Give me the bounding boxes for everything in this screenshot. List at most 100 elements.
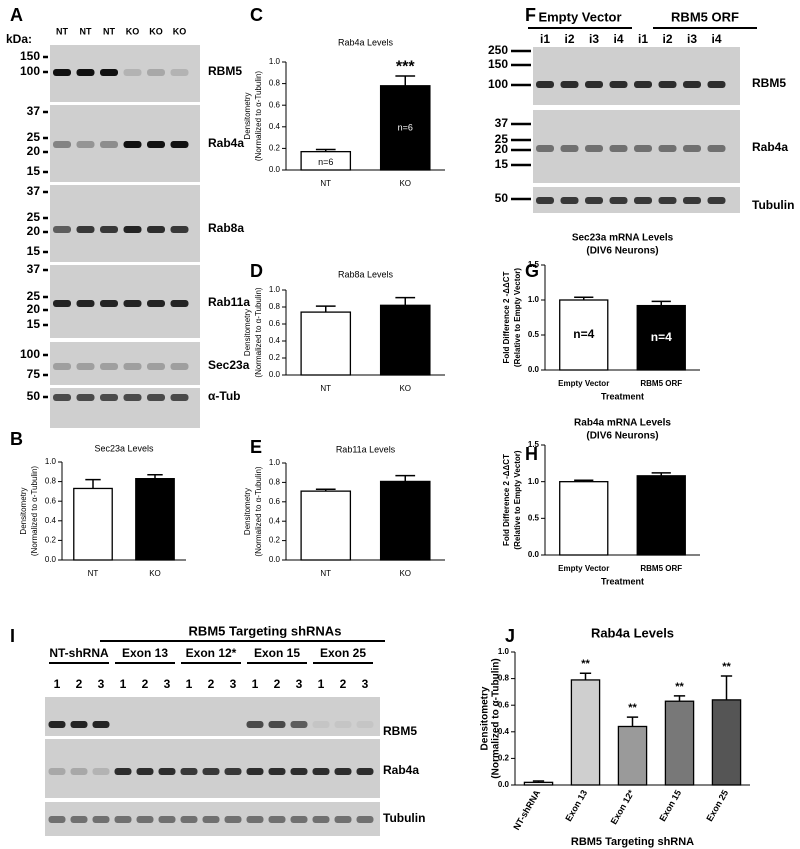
band: [114, 768, 132, 775]
lane-label: NT: [56, 26, 68, 36]
protein-label: Rab8a: [208, 221, 244, 235]
band: [170, 226, 189, 233]
y-tick-label: 1.0: [269, 57, 281, 66]
x-tick-label: Exon 13: [563, 788, 589, 823]
protein-label: Rab4a: [752, 140, 788, 154]
panel-letter: J: [505, 626, 515, 646]
error-bar: [315, 148, 336, 152]
bar: [300, 311, 352, 376]
x-tick-label: KO: [399, 384, 411, 393]
marker-label: 100: [488, 77, 508, 91]
lane-label: 2: [274, 677, 281, 691]
band: [683, 197, 701, 204]
marker-label: 25: [27, 289, 41, 303]
band: [92, 768, 110, 775]
protein-label: RBM5: [752, 76, 786, 90]
band: [202, 816, 220, 823]
band: [683, 81, 701, 88]
band: [123, 226, 142, 233]
x-tick-label: Empty Vector: [558, 379, 609, 388]
x-tick-label: Empty Vector: [558, 564, 609, 573]
y-tick-label: 0.8: [498, 674, 510, 683]
band: [147, 394, 165, 401]
blot-strip: [50, 45, 200, 102]
y-axis-label: Densitometry: [19, 487, 28, 534]
band: [609, 81, 628, 88]
y-tick-label: 0.0: [269, 165, 281, 174]
marker-label: 15: [495, 157, 509, 171]
lane-label: NT: [103, 26, 115, 36]
n-label: n=6: [318, 157, 333, 167]
band: [707, 81, 726, 88]
band: [170, 394, 189, 401]
y-tick-label: 0.6: [269, 319, 281, 328]
chart-title: Rab8a Levels: [338, 269, 394, 279]
band: [658, 145, 677, 152]
band: [147, 363, 165, 370]
lane-label: KO: [173, 26, 187, 36]
lane-label: 1: [120, 677, 127, 691]
group-label: Exon 15: [254, 646, 300, 660]
bar: [617, 725, 648, 786]
band: [114, 816, 132, 823]
n-label: n=4: [651, 330, 672, 344]
lane-label: i1: [540, 32, 550, 46]
lane-label: i4: [613, 32, 623, 46]
y-tick-label: 1.5: [528, 260, 540, 269]
band: [100, 141, 118, 148]
error-bar: [315, 305, 336, 313]
marker-label: 250: [488, 43, 508, 57]
y-axis-label: (Relative to Empty Vector): [513, 450, 522, 549]
y-tick-label: 0.2: [269, 353, 281, 362]
bar: [523, 781, 554, 786]
blot-strip: [50, 185, 200, 262]
x-tick-label: KO: [399, 569, 411, 578]
band: [53, 226, 71, 233]
lane-label: NT: [80, 26, 92, 36]
lane-label: 2: [142, 677, 149, 691]
y-tick-label: 0.4: [269, 122, 281, 131]
bar: [664, 700, 695, 786]
x-tick-label: KO: [399, 179, 411, 188]
x-tick-label: NT: [320, 384, 331, 393]
band: [290, 721, 308, 728]
x-tick-label: Exon 12*: [609, 788, 637, 826]
band: [100, 394, 118, 401]
lane-label: 2: [76, 677, 83, 691]
significance-label: **: [722, 661, 731, 673]
band: [53, 363, 71, 370]
band: [560, 197, 579, 204]
band: [100, 226, 118, 233]
y-tick-label: 0.2: [269, 536, 281, 545]
band: [585, 81, 603, 88]
chart-title: Rab11a Levels: [336, 444, 396, 454]
band: [585, 197, 603, 204]
bar: [379, 304, 431, 376]
n-label: n=6: [398, 122, 413, 132]
band: [290, 768, 308, 775]
panel-letter: C: [250, 5, 263, 25]
marker-label: 150: [20, 49, 40, 63]
lane-label: 3: [296, 677, 303, 691]
y-axis-label: (Normalized to α-Tubulin): [254, 466, 263, 556]
x-tick-label: Exon 15: [657, 788, 683, 823]
band: [202, 768, 220, 775]
bar: [570, 679, 601, 786]
y-tick-label: 1.0: [269, 285, 281, 294]
band: [312, 721, 330, 728]
band: [76, 363, 95, 370]
x-tick-label: NT: [320, 179, 331, 188]
marker-label: 20: [27, 224, 41, 238]
band: [48, 768, 66, 775]
band: [147, 300, 165, 307]
band: [634, 81, 652, 88]
lane-label: 3: [164, 677, 171, 691]
y-tick-label: 0.6: [45, 496, 57, 505]
band: [100, 300, 118, 307]
bar: [135, 478, 175, 561]
marker-label: 37: [27, 262, 41, 276]
band: [634, 197, 652, 204]
band: [246, 768, 264, 775]
band: [53, 300, 71, 307]
lane-label: 1: [252, 677, 259, 691]
